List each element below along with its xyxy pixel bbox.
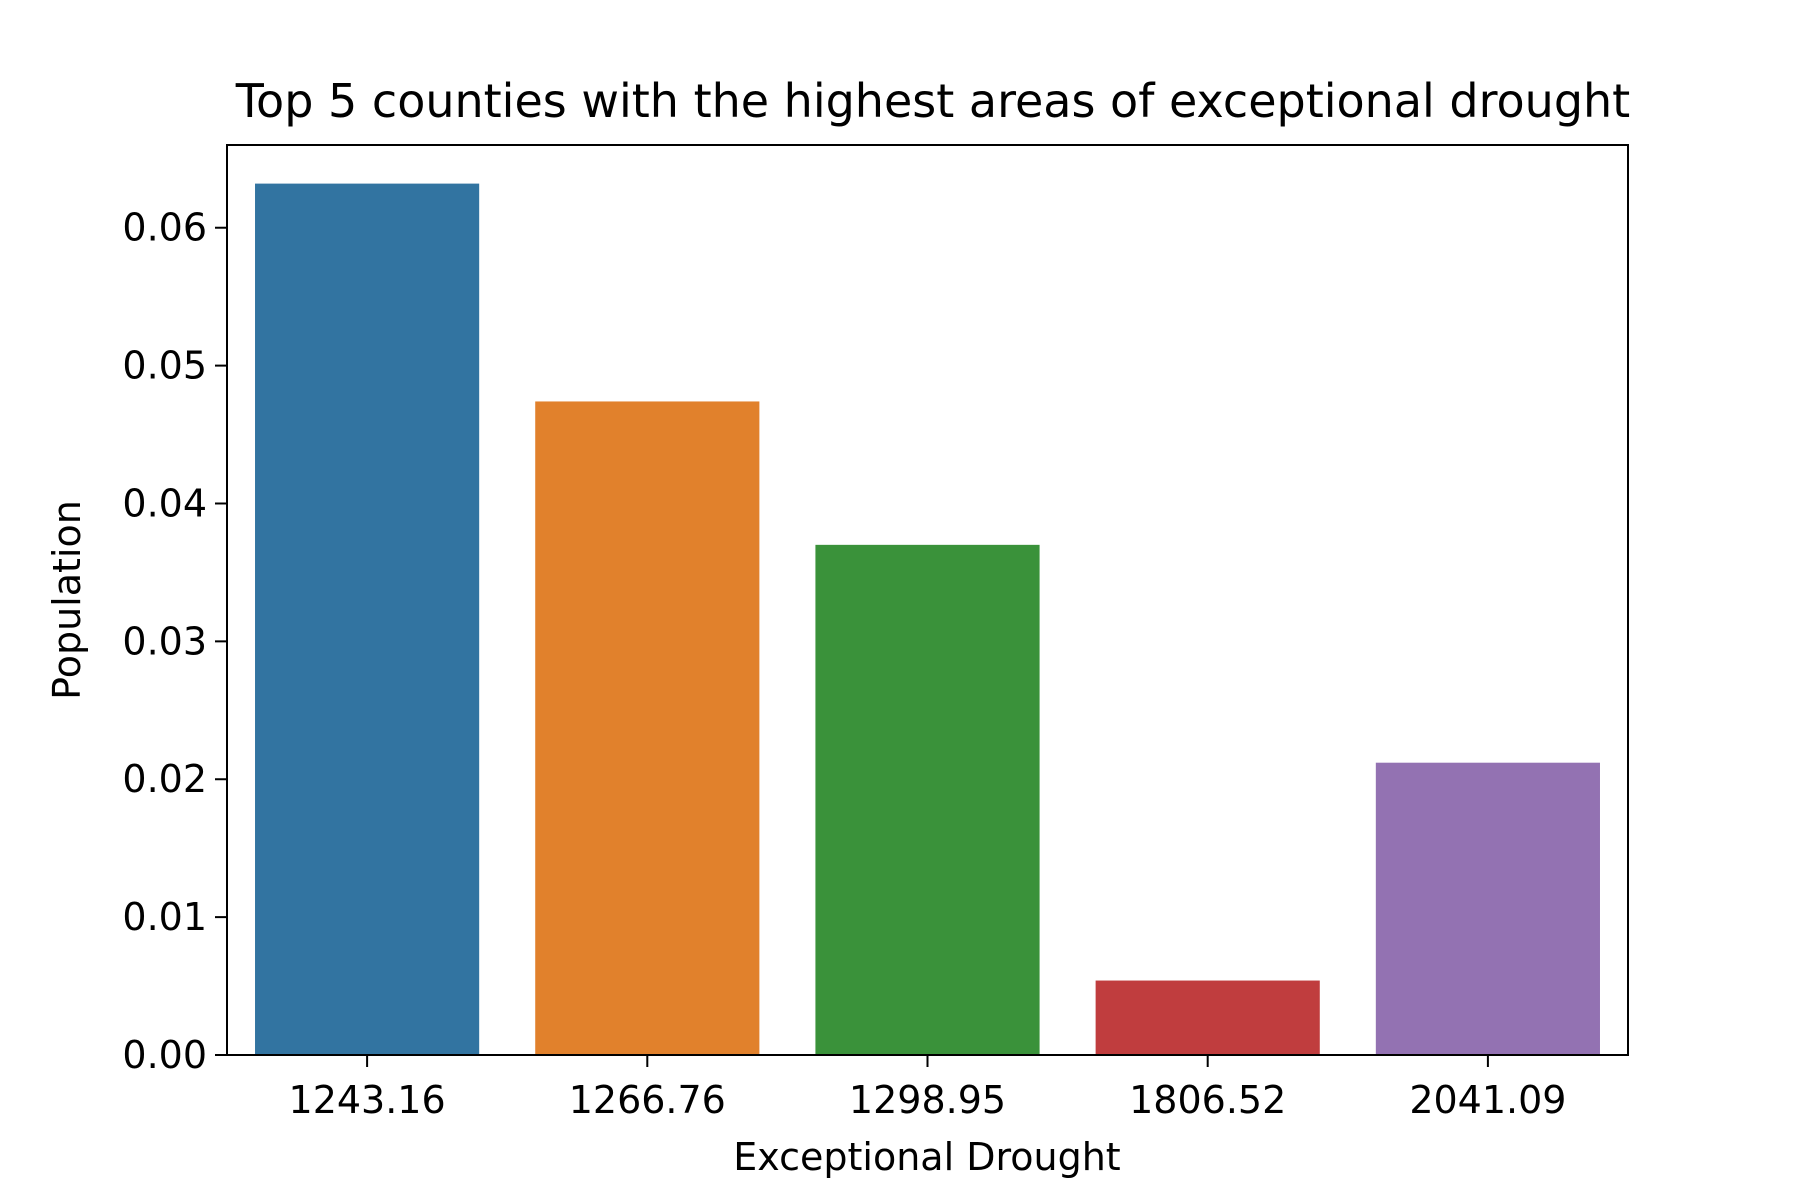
y-axis-label: Population xyxy=(45,500,89,700)
x-axis-ticks: 1243.16 1266.76 1298.95 1806.52 2041.09 xyxy=(289,1055,1566,1122)
bar-1243.16 xyxy=(255,183,480,1055)
y-tick-label: 0.06 xyxy=(122,206,207,250)
x-tick-label: 1298.95 xyxy=(849,1078,1006,1122)
y-tick-label: 0.00 xyxy=(122,1033,207,1077)
y-tick-label: 0.01 xyxy=(122,895,207,939)
chart-title: Top 5 counties with the highest areas of… xyxy=(235,74,1630,128)
bar-1806.52 xyxy=(1095,980,1320,1055)
y-tick-label: 0.04 xyxy=(122,481,207,525)
y-axis-ticks: 0.00 0.01 0.02 0.03 0.04 0.05 0.06 xyxy=(122,206,227,1077)
y-tick-label: 0.03 xyxy=(122,619,207,663)
bar-1298.95 xyxy=(815,544,1040,1055)
x-axis-label: Exceptional Drought xyxy=(733,1135,1120,1179)
x-tick-label: 2041.09 xyxy=(1409,1078,1566,1122)
y-tick-label: 0.05 xyxy=(122,344,207,388)
bar-1266.76 xyxy=(535,401,760,1055)
y-tick-label: 0.02 xyxy=(122,757,207,801)
bars-layer xyxy=(255,183,1600,1055)
x-tick-label: 1266.76 xyxy=(569,1078,726,1122)
x-tick-label: 1806.52 xyxy=(1129,1078,1286,1122)
plot-frame xyxy=(226,144,1629,1056)
x-tick-label: 1243.16 xyxy=(289,1078,446,1122)
bar-2041.09 xyxy=(1375,762,1600,1055)
